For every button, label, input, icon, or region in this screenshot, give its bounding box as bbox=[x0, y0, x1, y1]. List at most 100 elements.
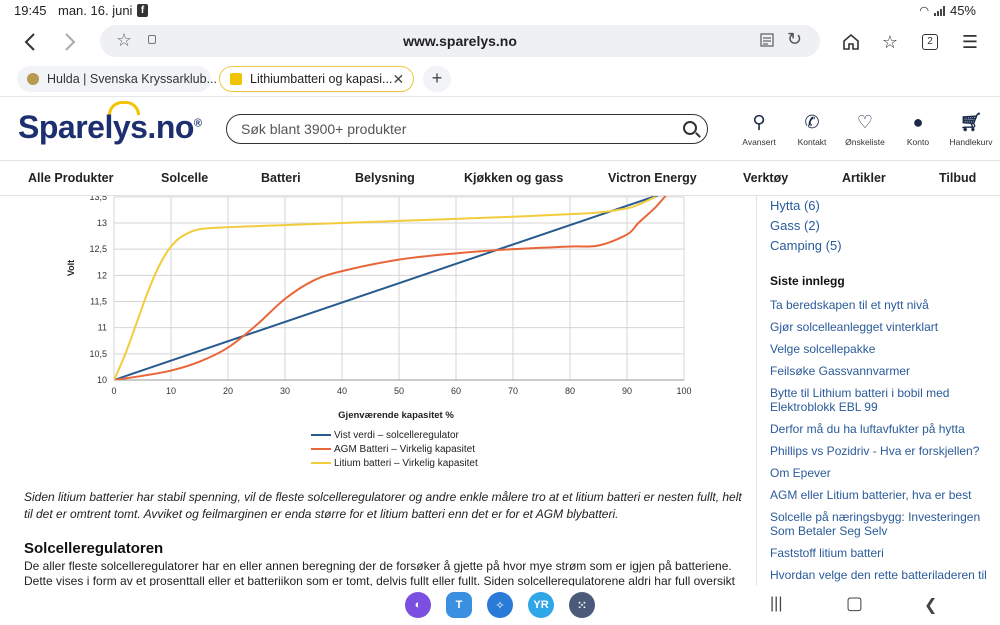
y-tick-label: 11,5 bbox=[90, 297, 107, 307]
x-tick-label: 40 bbox=[337, 386, 347, 396]
y-tick-label: 13 bbox=[97, 218, 107, 228]
section-paragraph: De aller fleste solcelleregulatorer har … bbox=[24, 559, 735, 586]
search-icon[interactable] bbox=[683, 121, 697, 135]
recent-post-link[interactable]: Solcelle på næringsbygg: Investeringen S… bbox=[770, 510, 981, 538]
recent-posts-heading: Siste innlegg bbox=[770, 274, 845, 288]
site-header: Sparelys.no® Søk blant 3900+ produkter ⚲… bbox=[0, 96, 1000, 160]
x-tick-label: 0 bbox=[111, 386, 116, 396]
y-tick-label: 10 bbox=[97, 375, 107, 385]
recent-post-link[interactable]: Faststoff litium batteri bbox=[770, 546, 884, 560]
lock-icon bbox=[148, 35, 156, 44]
heart-icon: ♡ bbox=[856, 112, 874, 132]
recent-post-link[interactable]: Bytte til Lithium batteri i bobil med El… bbox=[770, 386, 950, 414]
battery-level: 45% bbox=[949, 3, 976, 18]
tab-sparelys[interactable]: Lithiumbatteri og kapasi... ✕ bbox=[219, 66, 414, 92]
advanced-search-link[interactable]: ⚲ Avansert bbox=[729, 111, 789, 147]
header-icon-label: Ønskeliste bbox=[845, 137, 885, 147]
phone-icon: ✆ bbox=[804, 112, 820, 132]
nav-item-kjokken-og-gass[interactable]: Kjøkken og gass bbox=[464, 171, 564, 185]
nav-item-batteri[interactable]: Batteri bbox=[261, 171, 301, 185]
nav-item-alle-produkter[interactable]: Alle Produkter bbox=[28, 171, 114, 185]
recent-post-link[interactable]: Om Epever bbox=[770, 466, 831, 480]
x-tick-label: 100 bbox=[676, 386, 691, 396]
recent-post-link[interactable]: Hvordan velge den rette batteriladeren t… bbox=[770, 568, 987, 582]
close-tab-icon[interactable]: ✕ bbox=[392, 70, 405, 87]
tab-hulda[interactable]: Hulda | Svenska Kryssarklub... bbox=[17, 66, 217, 92]
search-placeholder: Søk blant 3900+ produkter bbox=[241, 121, 407, 137]
user-icon: ● bbox=[912, 112, 924, 132]
recent-post-link[interactable]: Ta beredskapen til et nytt nivå bbox=[770, 298, 929, 312]
recent-post-link[interactable]: Feilsøke Gassvannvarmer bbox=[770, 364, 911, 378]
registered-mark: ® bbox=[193, 117, 202, 130]
y-tick-label: 13,5 bbox=[89, 196, 107, 202]
sidebar-divider bbox=[756, 196, 757, 586]
reload-icon[interactable]: ↻ bbox=[786, 29, 802, 49]
t-app-icon[interactable]: T bbox=[446, 592, 472, 618]
recent-apps-icon[interactable]: ||| bbox=[770, 595, 783, 612]
tabs-button[interactable]: 2 bbox=[918, 30, 942, 54]
sparelys-favicon-icon bbox=[230, 73, 242, 85]
wishlist-link[interactable]: ♡ Ønskeliste bbox=[835, 111, 895, 147]
sidebar-category-link[interactable]: Camping (5) bbox=[770, 238, 842, 253]
nav-item-victron-energy[interactable]: Victron Energy bbox=[608, 171, 697, 185]
header-icon-label: Konto bbox=[906, 137, 930, 147]
t-app-label: T bbox=[455, 599, 463, 611]
x-tick-label: 50 bbox=[394, 386, 404, 396]
y-tick-label: 11 bbox=[98, 323, 107, 333]
address-bar[interactable]: ☆ www.sparelys.no ↻ bbox=[100, 25, 820, 57]
tab-title: Hulda | Svenska Kryssarklub... bbox=[47, 72, 217, 86]
forward-arrow-icon bbox=[65, 33, 76, 51]
wifi-icon: ◠ bbox=[919, 5, 929, 17]
status-date: man. 16. juni bbox=[58, 3, 133, 18]
sidebar-category-link[interactable]: Hytta (6) bbox=[770, 198, 820, 213]
y-tick-label: 10,5 bbox=[89, 349, 107, 359]
header-icon-label: Handlekurv bbox=[949, 137, 993, 147]
nav-item-tilbud[interactable]: Tilbud bbox=[939, 171, 977, 185]
forward-button[interactable] bbox=[56, 28, 84, 56]
logo-text: Sparelys.no bbox=[18, 109, 194, 145]
series-line-2 bbox=[114, 196, 667, 380]
recent-post-link[interactable]: Phillips vs Pozidriv - Hva er forskjelle… bbox=[770, 444, 980, 458]
menu-icon[interactable]: ☰ bbox=[961, 31, 979, 52]
x-tick-label: 60 bbox=[451, 386, 461, 396]
contact-link[interactable]: ✆ Kontakt bbox=[782, 111, 842, 147]
system-back-icon[interactable]: ❮ bbox=[924, 597, 938, 614]
home-icon[interactable] bbox=[839, 30, 863, 54]
nav-item-verktoy[interactable]: Verktøy bbox=[743, 171, 789, 185]
cart-link[interactable]: 🛒︎ Handlekurv bbox=[941, 111, 1000, 147]
home-button-icon[interactable]: ▢ bbox=[846, 593, 864, 613]
header-icon-label: Kontakt bbox=[797, 137, 827, 147]
compass-app-icon[interactable]: ✧ bbox=[487, 592, 513, 618]
nav-item-artikler[interactable]: Artikler bbox=[842, 171, 886, 185]
recent-post-link[interactable]: Derfor må du ha luftavfukter på hytta bbox=[770, 422, 965, 436]
new-tab-button[interactable]: + bbox=[423, 66, 451, 92]
apps-grid-icon[interactable]: ⁙ bbox=[569, 592, 595, 618]
internet-app-icon[interactable]: ◐ bbox=[405, 592, 431, 618]
recent-post-link[interactable]: Gjør solcelleanlegget vinterklart bbox=[770, 320, 939, 334]
site-logo[interactable]: Sparelys.no® bbox=[18, 109, 202, 146]
browser-toolbar: ☆ www.sparelys.no ↻ ☆ 2 ☰ bbox=[0, 22, 1000, 62]
x-tick-label: 80 bbox=[565, 386, 575, 396]
x-tick-label: 20 bbox=[223, 386, 233, 396]
bookmarks-icon[interactable]: ☆ bbox=[881, 31, 899, 52]
series-line-3 bbox=[114, 196, 656, 380]
facebook-notification-icon: f bbox=[137, 4, 148, 17]
chart-caption: Siden litium batterier har stabil spenni… bbox=[24, 490, 742, 521]
search-icon: ⚲ bbox=[752, 112, 766, 132]
x-tick-label: 10 bbox=[166, 386, 176, 396]
yr-app-icon[interactable]: YR bbox=[528, 592, 554, 618]
sidebar-category-link[interactable]: Gass (2) bbox=[770, 218, 820, 233]
main-nav: Alle Produkter Solcelle Batteri Belysnin… bbox=[0, 160, 1000, 196]
discharge-chart: 10 10,5 11 11,5 12 12,5 13 13,5 0 10 20 30 40 50 60 70 8… bbox=[0, 196, 740, 486]
back-button[interactable] bbox=[16, 28, 44, 56]
bookmark-star-icon[interactable]: ☆ bbox=[116, 30, 133, 50]
reader-mode-icon[interactable] bbox=[760, 33, 774, 47]
product-search-input[interactable]: Søk blant 3900+ produkter bbox=[226, 114, 708, 144]
account-link[interactable]: ● Konto bbox=[888, 111, 948, 147]
system-navigation-bar: ◐ T ✧ YR ⁙ ||| ▢ ❮ bbox=[0, 586, 1000, 625]
nav-item-belysning[interactable]: Belysning bbox=[355, 171, 415, 185]
recent-post-link[interactable]: Velge solcellepakke bbox=[770, 342, 876, 356]
status-bar: 19:45 man. 16. juni f ◠ 45% bbox=[0, 0, 1000, 22]
recent-post-link[interactable]: AGM eller Litium batterier, hva er best bbox=[770, 488, 972, 502]
nav-item-solcelle[interactable]: Solcelle bbox=[161, 171, 209, 185]
